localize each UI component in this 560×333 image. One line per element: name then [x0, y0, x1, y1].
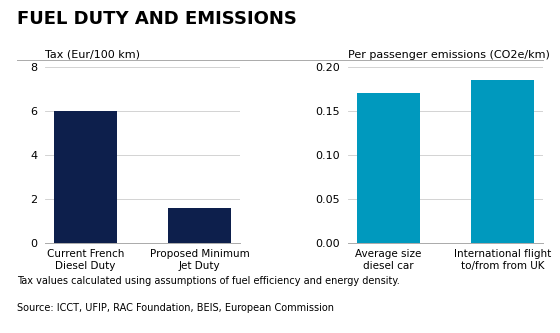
Text: Source: ICCT, UFIP, RAC Foundation, BEIS, European Commission: Source: ICCT, UFIP, RAC Foundation, BEIS… — [17, 303, 334, 313]
Bar — [54, 111, 116, 243]
Bar — [169, 208, 231, 243]
Text: Tax (Eur/100 km): Tax (Eur/100 km) — [45, 50, 140, 60]
Bar — [472, 80, 534, 243]
Bar — [357, 93, 419, 243]
Text: FUEL DUTY AND EMISSIONS: FUEL DUTY AND EMISSIONS — [17, 10, 297, 28]
Text: Tax values calculated using assumptions of fuel efficiency and energy density.: Tax values calculated using assumptions … — [17, 276, 399, 286]
Text: Per passenger emissions (CO2e/km): Per passenger emissions (CO2e/km) — [348, 50, 549, 60]
